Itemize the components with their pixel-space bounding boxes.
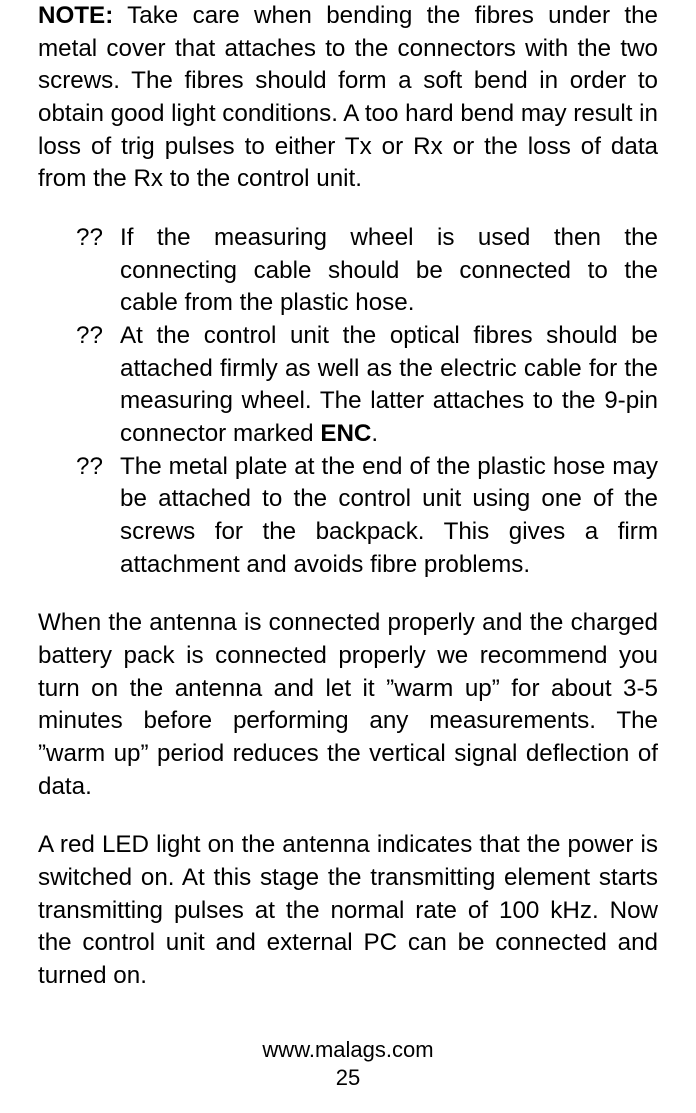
list-item: ?? At the control unit the optical fibre… <box>76 320 658 451</box>
bullet-text: If the measuring wheel is used then the … <box>120 224 658 316</box>
list-item: ?? The metal plate at the end of the pla… <box>76 451 658 582</box>
bullet-marker: ?? <box>76 222 103 255</box>
bullet-marker: ?? <box>76 451 103 484</box>
paragraph-led: A red LED light on the antenna indicates… <box>38 829 658 992</box>
note-label: NOTE: <box>38 2 113 29</box>
footer-page-number: 25 <box>0 1064 696 1093</box>
page-footer: www.malags.com 25 <box>0 1036 696 1093</box>
note-paragraph: NOTE: Take care when bending the fibres … <box>38 0 658 196</box>
bullet-text: The metal plate at the end of the plasti… <box>120 453 658 578</box>
bullet-marker: ?? <box>76 320 103 353</box>
note-text: Take care when bending the fibres under … <box>38 2 658 192</box>
document-page: NOTE: Take care when bending the fibres … <box>0 0 696 1113</box>
bullet-text-before: At the control unit the optical fibres s… <box>120 322 658 447</box>
paragraph-warmup: When the antenna is connected properly a… <box>38 607 658 803</box>
list-item: ?? If the measuring wheel is used then t… <box>76 222 658 320</box>
bullet-text-after: . <box>371 420 378 447</box>
footer-url: www.malags.com <box>0 1036 696 1065</box>
bullet-list: ?? If the measuring wheel is used then t… <box>38 222 658 581</box>
bullet-bold-enc: ENC <box>320 420 371 447</box>
